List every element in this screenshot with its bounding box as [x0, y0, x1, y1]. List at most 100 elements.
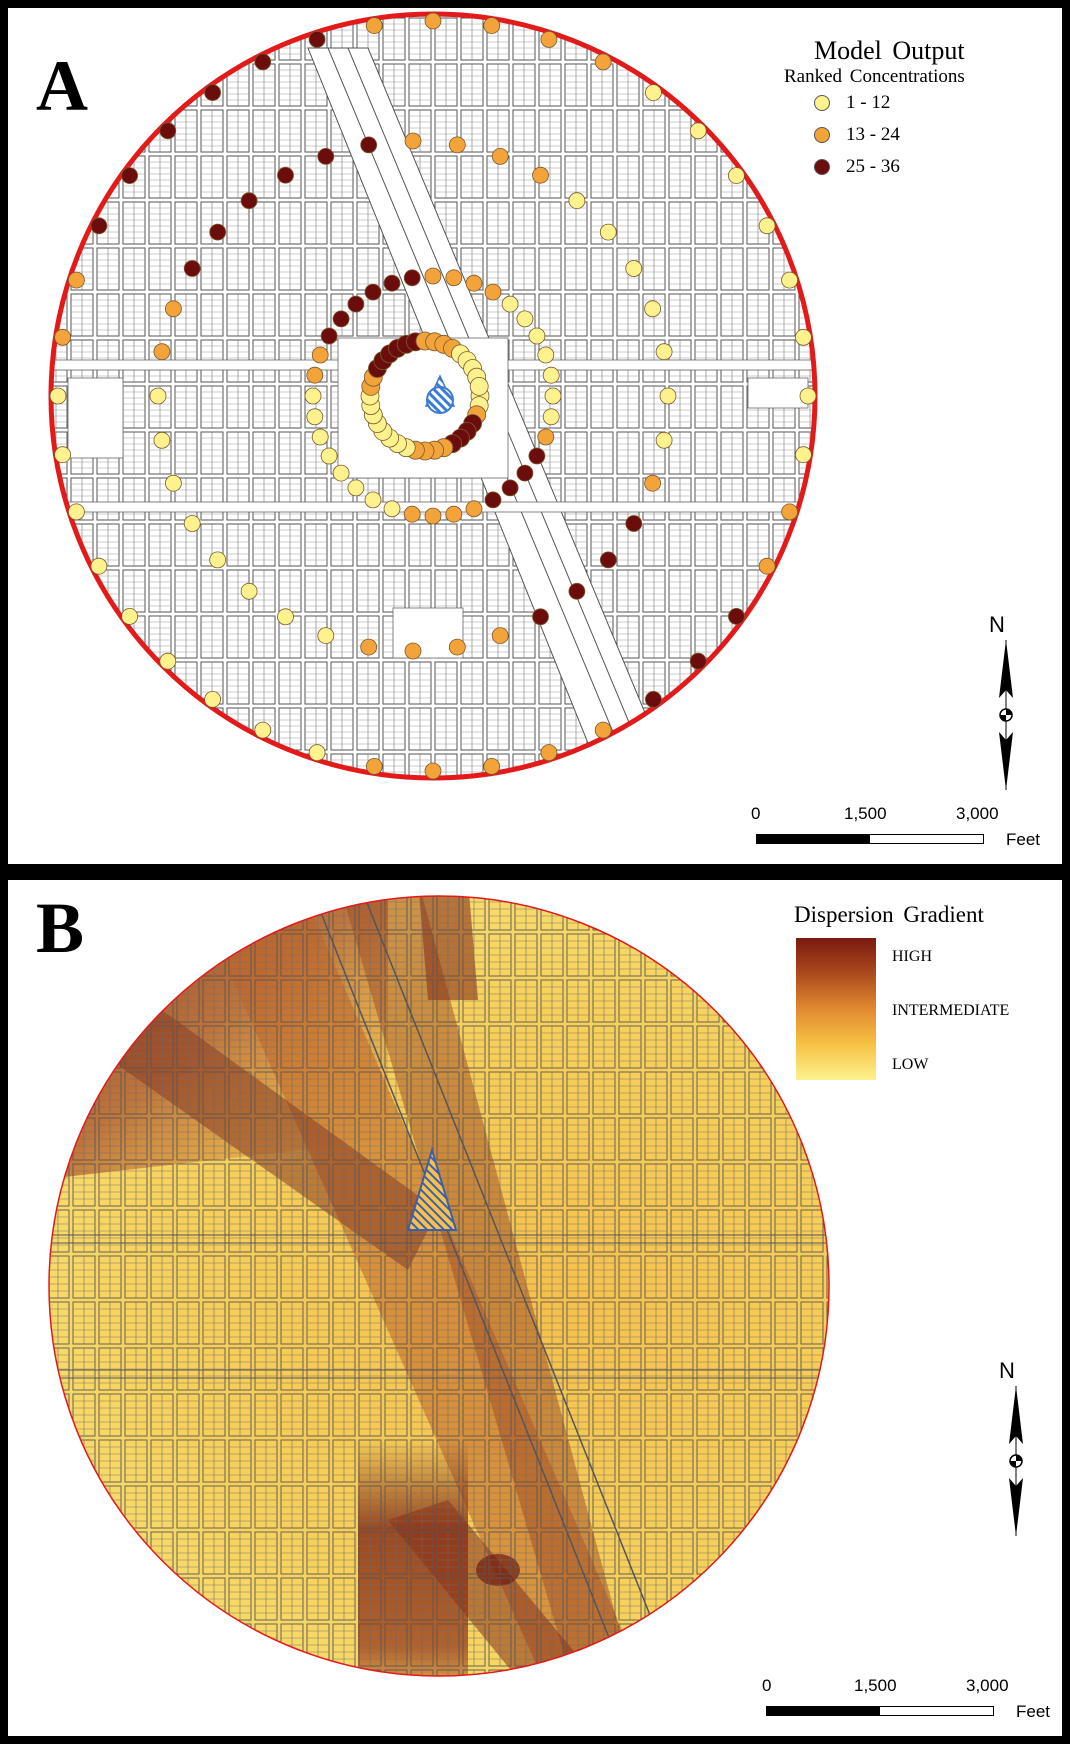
scale-bar-b [766, 1706, 994, 1716]
receptor-ring-outer [645, 691, 662, 708]
receptor-ring-third [153, 343, 171, 361]
receptor-ring-outer [54, 446, 71, 464]
receptor-ring-outer [758, 557, 776, 575]
receptor-ring-outer [254, 721, 272, 739]
receptor-ring-second [306, 366, 324, 384]
receptor-ring-second [484, 283, 502, 301]
receptor-ring-third [625, 260, 643, 277]
receptor-ring-second [347, 295, 365, 313]
receptor-ring-second [537, 428, 555, 446]
gradient-label-high: HIGH [892, 948, 932, 965]
receptor-ring-outer [90, 557, 108, 575]
receptor-ring-outer [204, 691, 222, 708]
receptor-ring-second [484, 491, 502, 509]
receptor-ring-second [320, 327, 338, 345]
receptor-ring-third [659, 387, 677, 405]
receptor-ring-outer [594, 721, 612, 739]
scale-unit-b: Feet [1016, 1702, 1051, 1721]
dispersion-legend-title: Dispersion Gradient [794, 902, 984, 927]
receptor-ring-third [277, 608, 294, 626]
receptor-ring-outer [540, 30, 558, 48]
receptor-ring-third [491, 627, 509, 644]
legend-label-low: 1 - 12 [846, 92, 891, 113]
receptor-ring-outer [799, 387, 817, 405]
scale-tick-0-b: 0 [762, 1676, 772, 1695]
receptor-ring-outer [728, 608, 745, 625]
receptor-ring-second [403, 269, 421, 287]
receptor-ring-outer [540, 744, 558, 761]
legend-item-low: 1 - 12 [814, 90, 890, 116]
receptor-ring-second [364, 491, 382, 509]
gradient-label-intermediate: INTERMEDIATE [892, 1002, 1010, 1019]
receptor-ring-outer [68, 503, 85, 521]
receptor-ring-outer [424, 762, 442, 780]
receptor-ring-second [501, 295, 519, 313]
receptor-ring-third [655, 343, 673, 361]
receptor-ring-outer [254, 53, 272, 71]
receptor-ring-second [383, 274, 401, 292]
receptor-ring-outer [689, 122, 707, 140]
receptor-ring-outer [365, 758, 383, 775]
receptor-ring-outer [483, 758, 501, 775]
receptor-ring-outer [795, 328, 812, 346]
scale-tick-1500-b: 1,500 [854, 1676, 897, 1695]
north-arrow-icon [1009, 1386, 1023, 1536]
panel-b-dispersion-gradient: B Dispersion Gradient HIGH INTERMEDIATE … [0, 872, 1070, 1744]
legend-label-high: 25 - 36 [846, 156, 900, 177]
receptor-ring-outer [424, 12, 442, 30]
legend-item-mid: 13 - 24 [814, 122, 900, 148]
gradient-surface [49, 896, 829, 1676]
receptor-ring-third [277, 166, 294, 184]
receptor-ring-second [304, 387, 322, 405]
receptor-points [49, 12, 817, 780]
receptor-ring-third [448, 136, 466, 154]
receptor-ring-second [311, 428, 329, 446]
receptor-ring-third [625, 515, 643, 532]
receptor-ring-second [424, 507, 442, 525]
receptor-ring-second [347, 479, 365, 497]
receptor-ring-third [149, 387, 167, 405]
receptor-ring-second [332, 464, 350, 482]
receptor-ring-second [445, 269, 463, 287]
legend-label-mid: 13 - 24 [846, 124, 900, 145]
model-output-map [48, 11, 818, 781]
receptor-ring-second [311, 346, 329, 364]
receptor-ring-third [209, 223, 227, 241]
model-output-legend-subtitle: Ranked Concentrations [784, 66, 965, 87]
receptor-ring-second [542, 408, 560, 426]
scale-tick-1500-a: 1,500 [844, 804, 887, 823]
receptor-ring-second [320, 447, 338, 465]
receptor-ring-outer [121, 167, 138, 185]
receptor-ring-outer [483, 17, 501, 35]
legend-swatch-low [814, 95, 830, 111]
scale-tick-3000-a: 3,000 [956, 804, 999, 823]
receptor-ring-outer [781, 271, 798, 289]
receptor-ring-outer [204, 84, 222, 101]
receptor-ring-outer [308, 30, 326, 48]
receptor-ring-second [306, 408, 324, 426]
receptor-ring-second [537, 346, 555, 364]
dispersion-gradient-ramp [796, 938, 876, 1080]
dispersion-gradient-map [48, 895, 830, 1677]
receptor-ring-second [465, 500, 483, 518]
receptor-ring-third [183, 260, 201, 277]
receptor-ring-third [532, 166, 549, 184]
receptor-ring-outer [159, 122, 177, 140]
receptor-ring-second [332, 310, 350, 328]
receptor-ring-second [364, 283, 382, 301]
emission-source-icon [426, 386, 454, 414]
receptor-ring-third [655, 431, 673, 449]
receptor-ring-third [317, 627, 335, 644]
panel-letter-b: B [36, 888, 85, 968]
receptor-ring-second [445, 505, 463, 523]
source-triangle-icon [406, 1146, 458, 1231]
receptor-ring-outer [121, 608, 138, 625]
scale-bar-a [756, 834, 984, 844]
north-arrow-icon [999, 640, 1013, 790]
receptor-ring-second [516, 310, 534, 328]
gradient-study-boundary [48, 895, 830, 1677]
receptor-ring-second [528, 327, 546, 345]
legend-item-high: 25 - 36 [814, 154, 900, 180]
receptor-ring-outer [159, 652, 177, 670]
receptor-ring-third [183, 515, 201, 532]
